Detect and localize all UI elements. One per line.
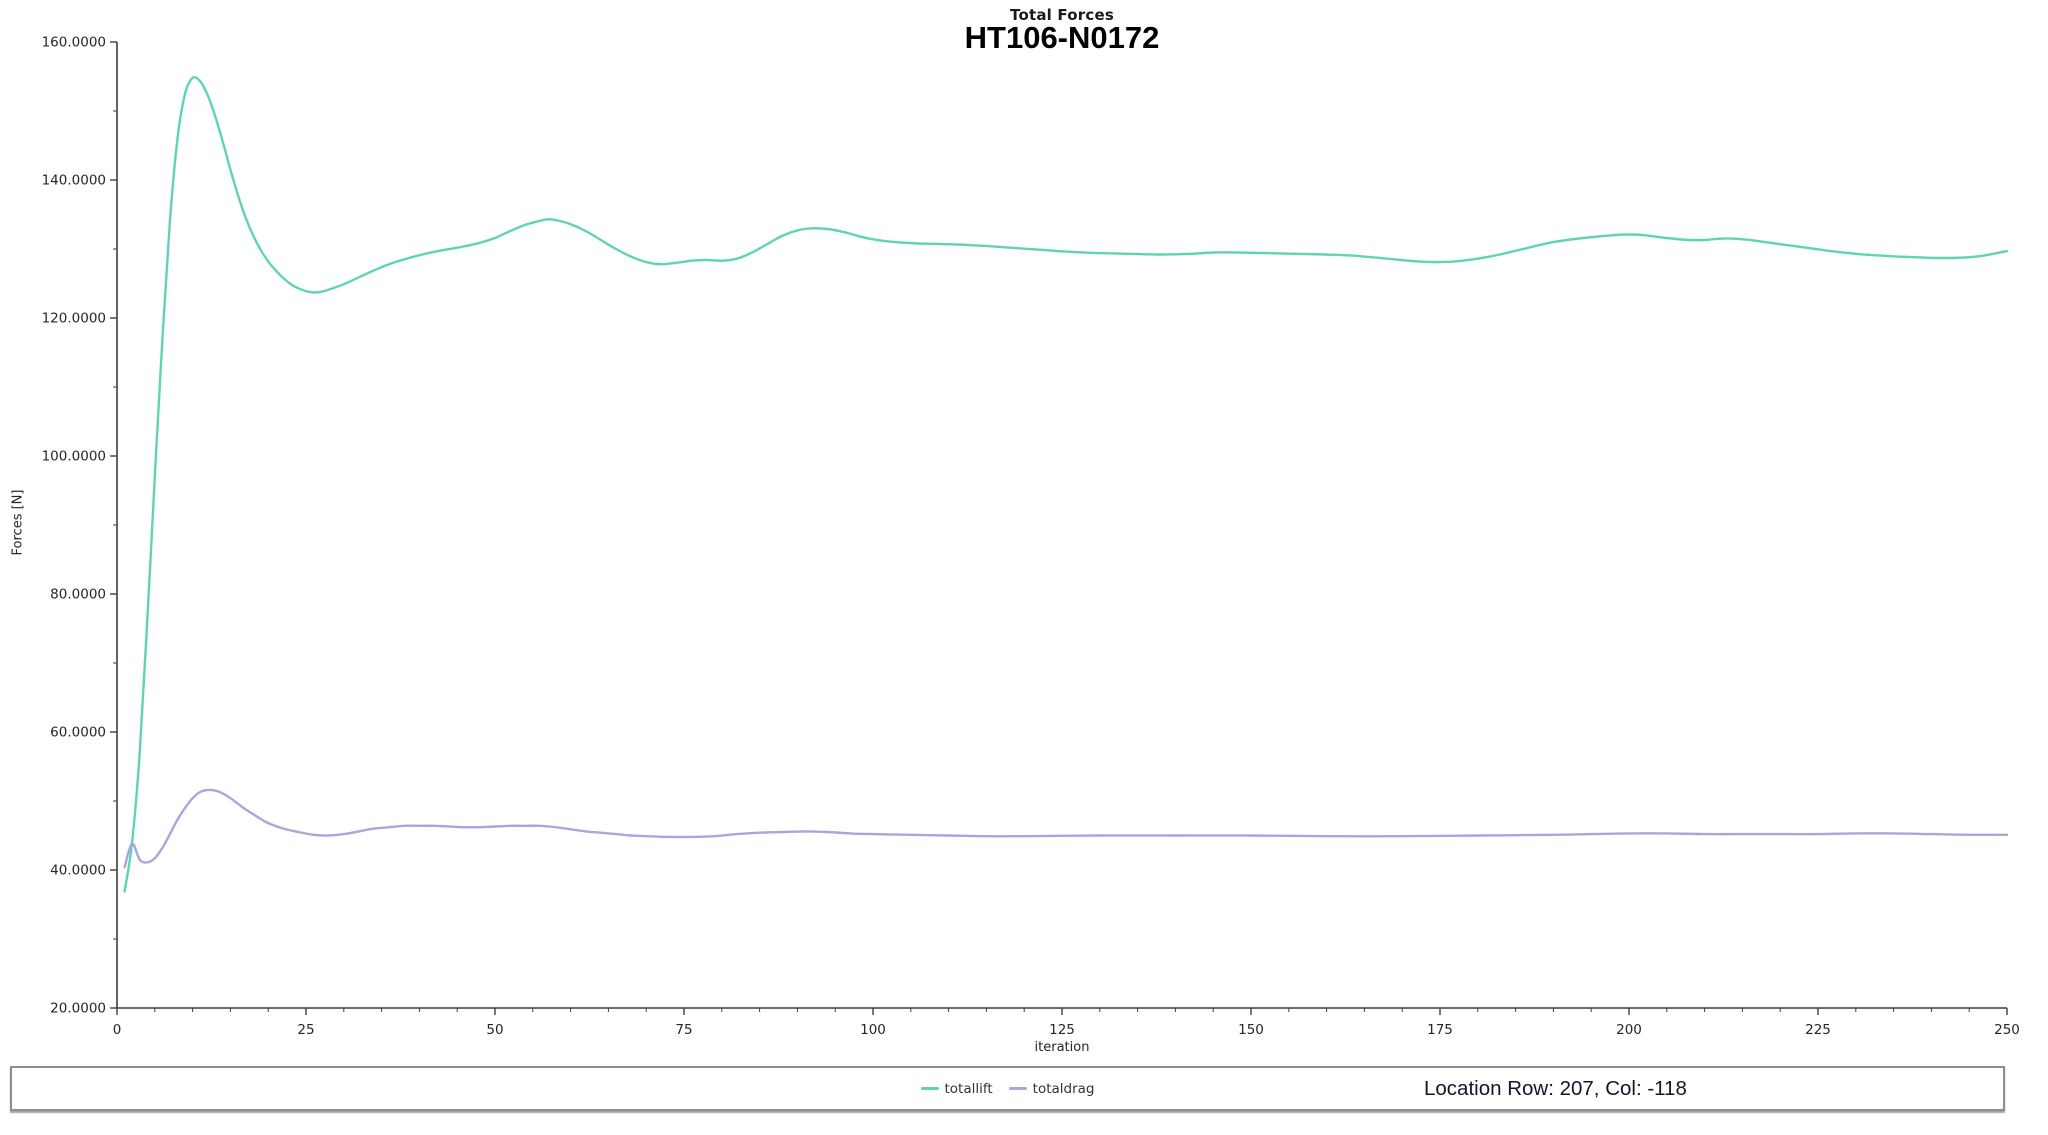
x-tick-label: 75 [675, 1022, 692, 1038]
x-tick-label: 250 [1994, 1022, 2020, 1038]
x-tick-label: 50 [486, 1022, 503, 1038]
y-tick-label: 100.0000 [42, 449, 106, 465]
axis-spines [116, 42, 2007, 1009]
x-tick-label: 200 [1616, 1022, 1642, 1038]
legend-item-totaldrag[interactable]: totaldrag [1008, 1080, 1095, 1097]
status-bar: totallift totaldrag Location Row: 207, Co… [10, 1066, 2005, 1111]
x-tick-label: 175 [1427, 1022, 1453, 1038]
y-tick-label: 80.0000 [50, 587, 106, 603]
legend-item-totallift[interactable]: totallift [920, 1080, 993, 1097]
legend-label-totallift: totallift [944, 1080, 993, 1097]
x-tick-label: 0 [113, 1022, 122, 1038]
chart-title: HT106-N0172 [964, 20, 1160, 55]
y-tick-label: 140.0000 [42, 173, 106, 189]
x-tick-label: 225 [1805, 1022, 1831, 1038]
y-tick-label: 40.0000 [50, 863, 106, 879]
y-tick-label: 20.0000 [50, 1001, 106, 1017]
cursor-location-readout: Location Row: 207, Col: -118 [1424, 1076, 1687, 1100]
legend-swatch-totaldrag [1008, 1087, 1027, 1090]
x-tick-label: 25 [297, 1022, 314, 1038]
legend-swatch-totallift [920, 1087, 939, 1090]
y-tick-label: 120.0000 [42, 311, 106, 327]
x-tick-label: 150 [1238, 1022, 1264, 1038]
forces-chart-plot-area[interactable]: 20.0000 40.0000 60.0000 80.0000 100.0000 120.… [0, 0, 2048, 1060]
x-tick-label: 125 [1049, 1022, 1075, 1038]
y-tick-label: 60.0000 [50, 725, 106, 741]
series-line-totallift [123, 75, 2009, 893]
chart-legend: totallift totaldrag [920, 1080, 1095, 1097]
legend-label-totaldrag: totaldrag [1032, 1080, 1095, 1097]
y-tick-label: 160.0000 [42, 35, 106, 51]
x-axis-label: iteration [1034, 1040, 1090, 1055]
chart-subtitle: Total Forces [1010, 6, 1114, 24]
series-line-totaldrag [123, 788, 2009, 869]
x-tick-label: 100 [860, 1022, 886, 1038]
